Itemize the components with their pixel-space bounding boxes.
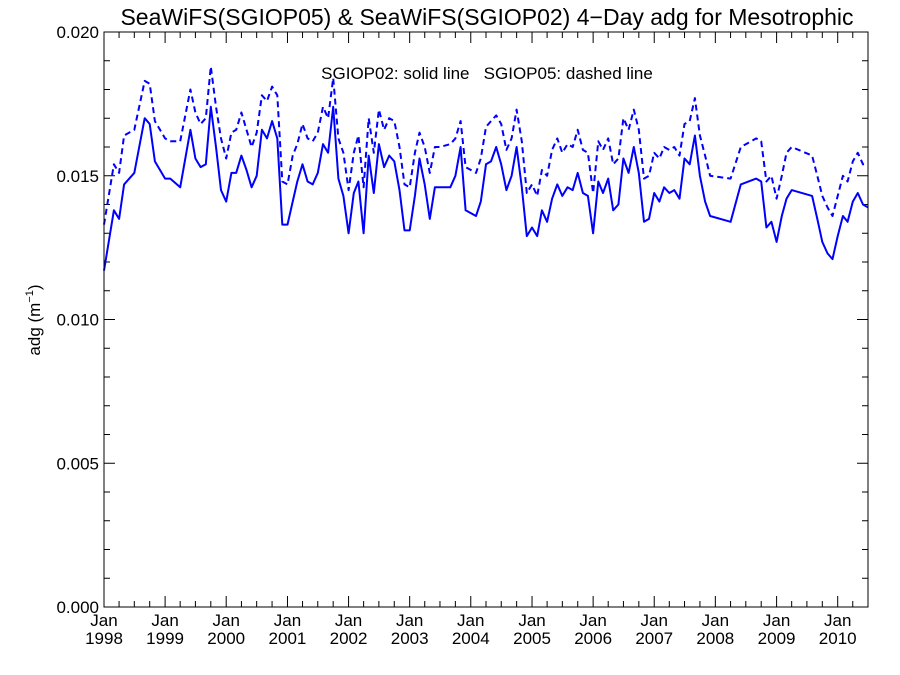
x-tick-year: 2005 (513, 629, 551, 648)
x-tick-year: 2004 (452, 629, 490, 648)
x-tick-month: Jan (335, 611, 362, 630)
y-tick-label: 0.005 (56, 454, 99, 473)
x-tick-year: 2008 (696, 629, 734, 648)
y-tick-label: 0.015 (56, 167, 99, 186)
plot-frame (103, 31, 869, 608)
x-tick-year: 2000 (207, 629, 245, 648)
y-axis-label-superscript: −1 (24, 290, 36, 303)
x-tick-year: 2009 (758, 629, 796, 648)
x-tick-month: Jan (641, 611, 668, 630)
x-tick-year: 2007 (635, 629, 673, 648)
y-tick-label: 0.020 (56, 23, 99, 42)
x-tick-month: Jan (212, 611, 239, 630)
x-tick-month: Jan (90, 611, 117, 630)
x-tick-month: Jan (518, 611, 545, 630)
x-tick-year: 2003 (391, 629, 429, 648)
y-axis-label-close: ) (25, 284, 44, 290)
x-axis-ticks: Jan1998Jan1999Jan2000Jan2001Jan2002Jan20… (85, 32, 857, 648)
x-tick-month: Jan (702, 611, 729, 630)
x-tick-year: 2002 (330, 629, 368, 648)
x-tick-year: 2001 (269, 629, 307, 648)
x-tick-month: Jan (824, 611, 851, 630)
series-layer (103, 65, 869, 271)
x-tick-month: Jan (457, 611, 484, 630)
x-tick-month: Jan (151, 611, 178, 630)
x-tick-year: 2006 (574, 629, 612, 648)
y-tick-label: 0.000 (56, 598, 99, 617)
chart-title: SeaWiFS(SGIOP05) & SeaWiFS(SGIOP02) 4−Da… (120, 4, 853, 30)
series-line-solid (103, 105, 869, 271)
x-tick-month: Jan (396, 611, 423, 630)
series-annotation: SGIOP02: solid line SGIOP05: dashed line (321, 64, 653, 83)
y-axis-label: adg (m−1) (24, 284, 44, 355)
x-tick-month: Jan (763, 611, 790, 630)
y-axis-label-text: adg (m (25, 303, 44, 356)
x-tick-year: 2010 (819, 629, 857, 648)
y-tick-label: 0.010 (56, 311, 99, 330)
x-tick-year: 1999 (146, 629, 184, 648)
y-axis-ticks: 0.000 0.005 0.010 0.015 0.020 (56, 23, 868, 617)
x-tick-month: Jan (274, 611, 301, 630)
series-line-dashed (103, 65, 868, 225)
x-tick-year: 1998 (85, 629, 123, 648)
x-tick-month: Jan (579, 611, 606, 630)
